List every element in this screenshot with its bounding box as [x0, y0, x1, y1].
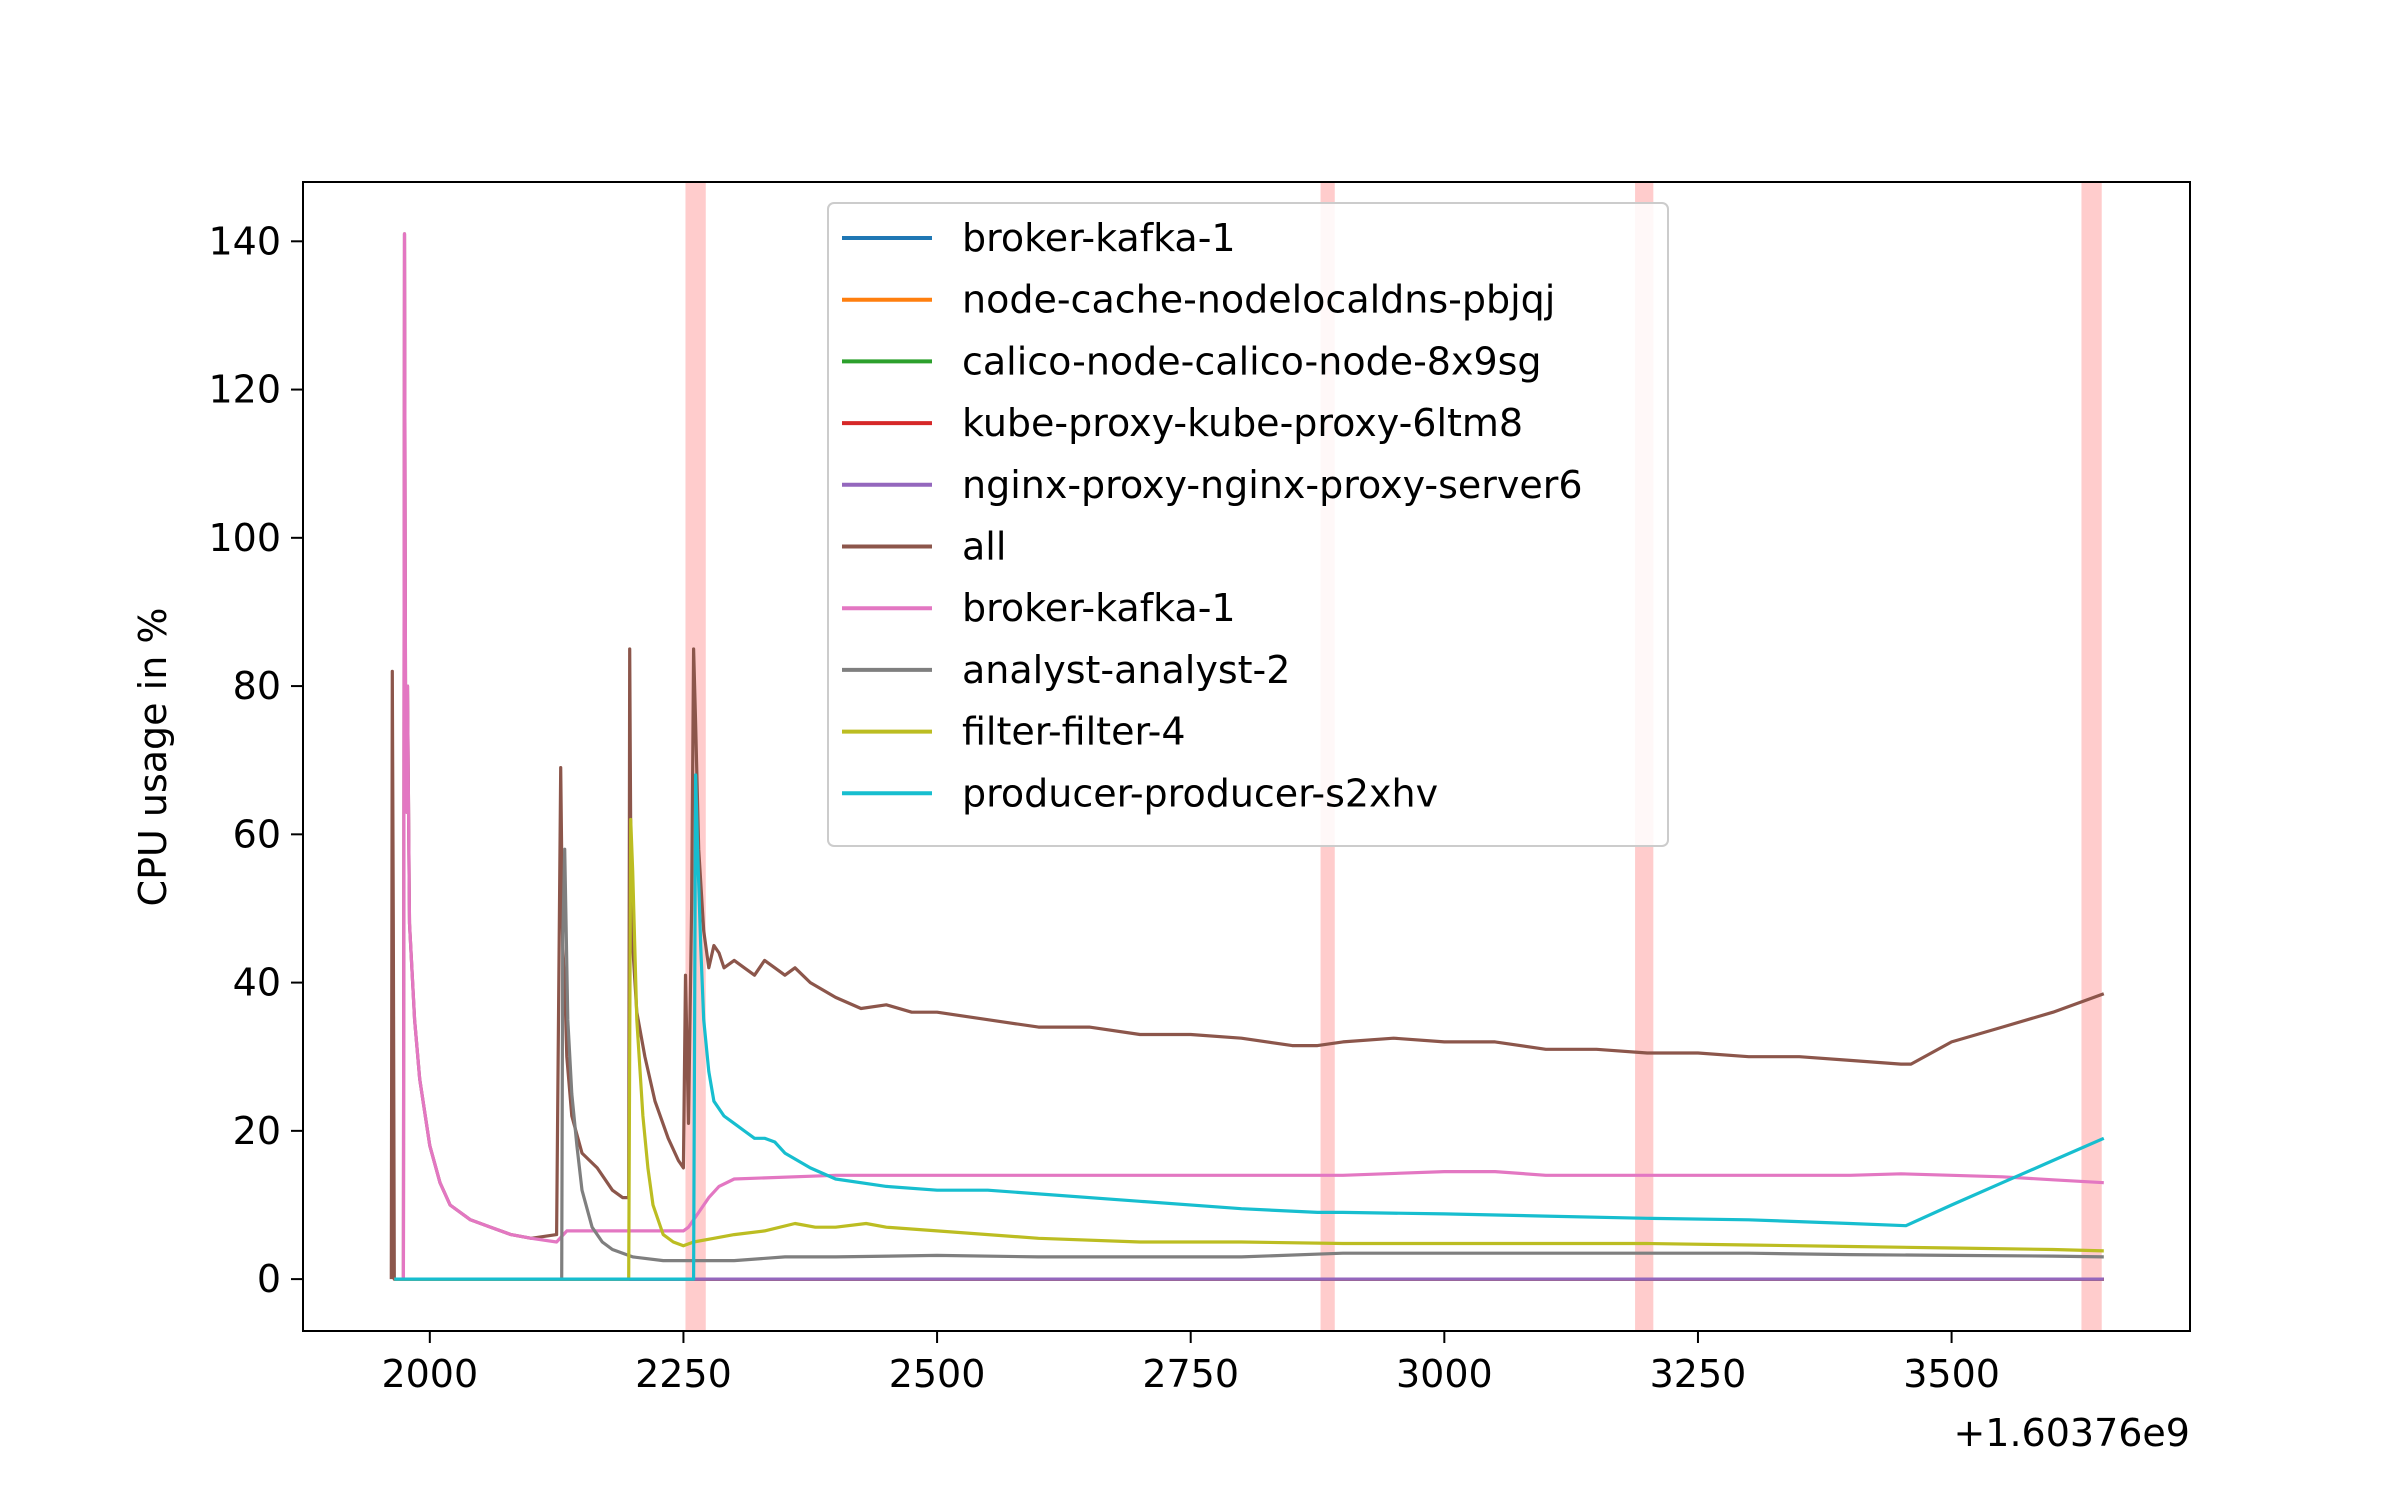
highlight-band-4 — [2081, 182, 2102, 1331]
x-tick-label: 2000 — [381, 1352, 478, 1396]
y-tick-label: 60 — [233, 812, 281, 856]
x-tick-label: 3500 — [1903, 1352, 2000, 1396]
series-line-9 — [394, 817, 2104, 1281]
legend-label: all — [962, 525, 1006, 569]
x-tick-label: 3250 — [1650, 1352, 1747, 1396]
y-tick-label: 140 — [208, 219, 281, 263]
series-line-7 — [394, 232, 2104, 1281]
x-tick-label: 2750 — [1142, 1352, 1239, 1396]
x-axis-offset-label: +1.60376e9 — [1953, 1411, 2190, 1455]
legend-label: node-cache-nodelocaldns-pbjqj — [962, 278, 1555, 322]
y-tick-label: 20 — [233, 1109, 281, 1153]
y-tick-label: 0 — [257, 1257, 281, 1301]
y-tick-label: 120 — [208, 368, 281, 412]
y-tick-label: 40 — [233, 961, 281, 1005]
y-axis: 0 20 40 60 80 100 120 140 — [208, 219, 303, 1301]
x-axis: 2000 2250 2500 2750 3000 3250 3500 — [381, 1331, 2000, 1396]
legend-label: broker-kafka-1 — [962, 586, 1236, 630]
legend-label: analyst-analyst-2 — [962, 648, 1290, 692]
series-line-10 — [394, 773, 2105, 1281]
legend-label: kube-proxy-kube-proxy-6ltm8 — [962, 401, 1523, 445]
legend-label: filter-filter-4 — [962, 710, 1186, 754]
legend-label: producer-producer-s2xhv — [962, 771, 1438, 815]
legend-label: nginx-proxy-nginx-proxy-server6 — [962, 463, 1583, 507]
y-tick-label: 100 — [208, 516, 281, 560]
y-axis-label: CPU usage in % — [131, 608, 175, 907]
x-tick-label: 3000 — [1396, 1352, 1493, 1396]
x-tick-label: 2250 — [635, 1352, 732, 1396]
legend-label: calico-node-calico-node-8x9sg — [962, 339, 1542, 383]
legend-box — [827, 202, 1669, 847]
series-line-8 — [394, 847, 2104, 1281]
legend-label: broker-kafka-1 — [962, 216, 1236, 260]
plot-frame — [302, 181, 2191, 1332]
legend: broker-kafka-1 node-cache-nodelocaldns-pb… — [827, 202, 1669, 847]
series-lines — [389, 232, 2105, 1281]
y-tick-label: 80 — [233, 664, 281, 708]
x-tick-label: 2500 — [889, 1352, 986, 1396]
